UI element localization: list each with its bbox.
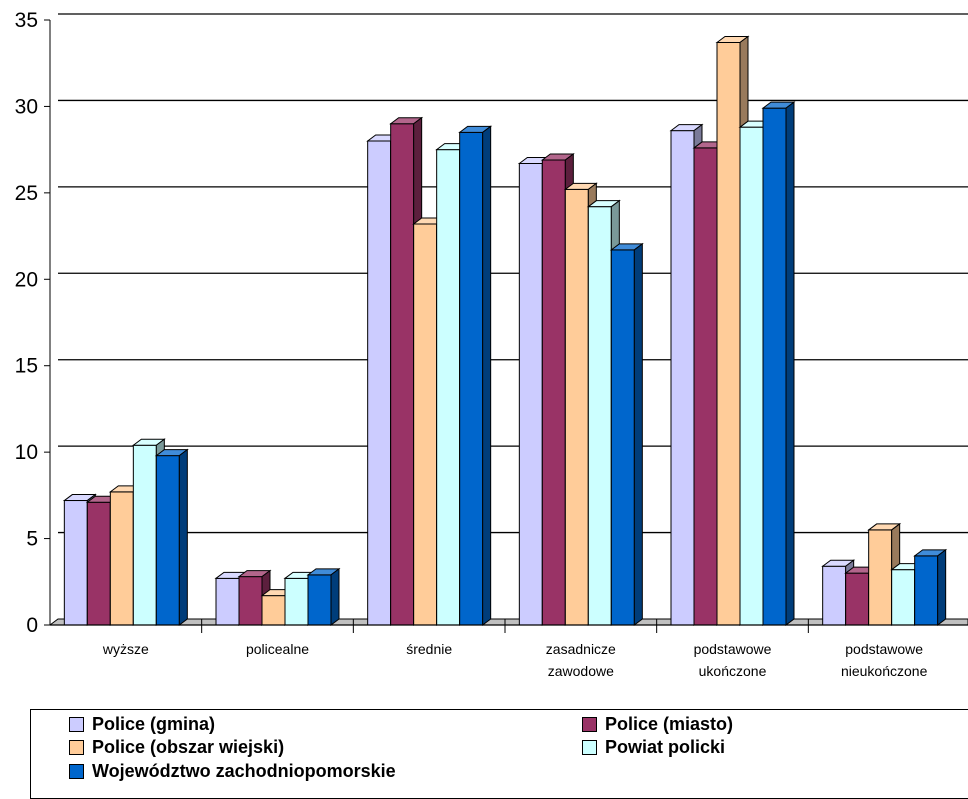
- bar-front: [845, 572, 870, 626]
- bar-front: [238, 576, 263, 626]
- bar-front: [868, 529, 893, 626]
- x-tick-label: ukończone: [699, 663, 767, 679]
- legend-label: Police (obszar wiejski): [92, 737, 285, 757]
- x-tick-label: wyższe: [102, 641, 149, 657]
- bar-front: [261, 595, 286, 626]
- bar-side: [178, 448, 188, 626]
- y-tick-label: 15: [15, 355, 38, 378]
- legend-label: Powiat policki: [605, 737, 726, 757]
- bar-front: [215, 577, 240, 626]
- x-tick-label: zawodowe: [548, 663, 614, 679]
- bar-front: [307, 574, 332, 626]
- bar: [761, 101, 796, 626]
- bar-front: [564, 188, 589, 626]
- bar-chart: 0 5 10 15 20 25 30 35 wyższe policealne średnie zas…: [15, 9, 968, 679]
- bar: [458, 125, 493, 626]
- bar-front: [390, 123, 415, 626]
- bar-front: [914, 555, 939, 626]
- bar: [306, 567, 341, 626]
- bar-front: [716, 41, 741, 626]
- legend: Police (gmina) Police (miasto) Police (o…: [30, 709, 968, 799]
- y-tick-label: 25: [15, 182, 38, 205]
- y-tick-label: 30: [15, 95, 38, 118]
- legend-label: Police (gmina): [92, 714, 216, 734]
- y-tick-label: 10: [15, 441, 38, 464]
- legend-swatch: [582, 740, 597, 755]
- y-tick-label: 5: [26, 528, 38, 551]
- bar-front: [367, 140, 392, 626]
- bar-front: [132, 444, 157, 626]
- bar-front: [693, 147, 718, 626]
- bar-side: [330, 567, 340, 626]
- x-tick-label: podstawowe: [845, 641, 923, 657]
- bar: [154, 448, 189, 626]
- bar-front: [541, 159, 566, 626]
- bar-front: [109, 491, 134, 626]
- bar-front: [822, 565, 847, 626]
- legend-swatch: [69, 717, 84, 732]
- x-tick-label: zasadnicze: [546, 641, 616, 657]
- x-tick-label: podstawowe: [694, 641, 772, 657]
- bar: [609, 242, 644, 626]
- bar-front: [518, 162, 543, 626]
- bar-front: [587, 206, 612, 626]
- legend-swatch: [69, 740, 84, 755]
- bar-front: [284, 577, 309, 626]
- bar-front: [63, 500, 88, 626]
- bar-side: [937, 548, 947, 626]
- bar-front: [413, 223, 438, 626]
- bar-side: [482, 125, 492, 626]
- legend-label: Police (miasto): [605, 714, 734, 734]
- bar: [913, 548, 948, 626]
- x-tick-label: średnie: [406, 641, 452, 657]
- bar-side: [633, 242, 643, 626]
- x-tick-label: nieukończone: [841, 663, 928, 679]
- legend-item: Województwo zachodniopomorskie: [69, 761, 396, 782]
- bar-front: [459, 131, 484, 626]
- bar-side: [785, 101, 795, 626]
- bar-front: [670, 130, 695, 626]
- x-tick-label: policealne: [246, 641, 309, 657]
- legend-item: Police (miasto): [582, 714, 733, 735]
- bar-front: [155, 455, 180, 626]
- legend-swatch: [69, 764, 84, 779]
- legend-label: Województwo zachodniopomorskie: [92, 761, 396, 781]
- bar-front: [610, 249, 635, 626]
- y-tick-label: 0: [26, 614, 38, 637]
- legend-item: Police (gmina): [69, 714, 215, 735]
- y-tick-label: 35: [15, 9, 38, 32]
- bar-front: [86, 501, 111, 626]
- bar-front: [436, 149, 461, 626]
- legend-item: Police (obszar wiejski): [69, 737, 284, 758]
- y-tick-label: 20: [15, 268, 38, 291]
- legend-item: Powiat policki: [582, 737, 725, 758]
- bar-front: [739, 126, 764, 626]
- bar-front: [762, 107, 787, 626]
- bar-front: [891, 569, 916, 626]
- legend-swatch: [582, 717, 597, 732]
